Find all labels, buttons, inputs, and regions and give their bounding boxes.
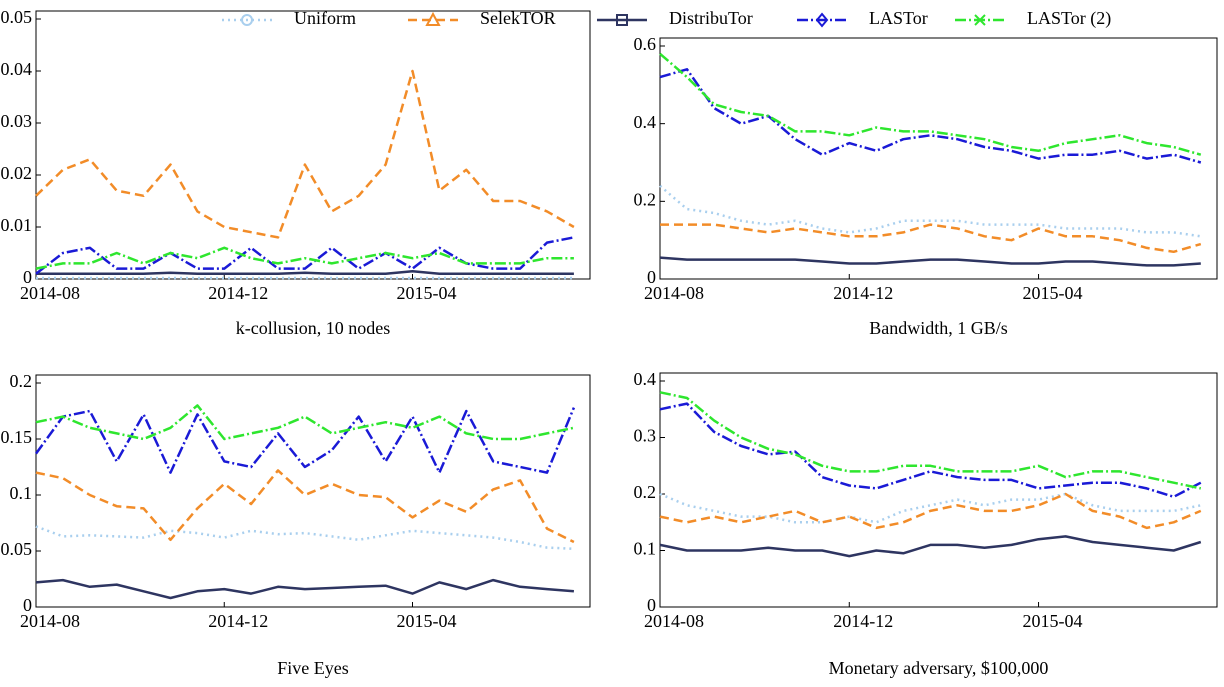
series-line (34, 407, 576, 474)
y-tick-label: 0.15 (1, 427, 33, 447)
series-line (659, 402, 1202, 499)
plot-frame (659, 372, 1218, 608)
legend-label: Uniform (294, 8, 356, 28)
legend-marker (425, 11, 441, 26)
y-tick-label: 0.2 (10, 371, 33, 391)
series-line (659, 492, 1202, 530)
legend-marker (616, 14, 628, 26)
series-line (659, 535, 1202, 558)
x-axis-label: Five Eyes (277, 658, 349, 678)
y-tick-label: 0 (23, 595, 32, 615)
y-tick-label: 0.02 (1, 163, 33, 183)
series-line (660, 223, 1202, 254)
y-tick-label: 0.2 (634, 189, 657, 209)
x-tick-label: 2014-08 (644, 611, 704, 631)
y-tick-label: 0.03 (1, 111, 33, 131)
legend-label: SelekTOR (480, 8, 556, 28)
y-tick-label: 0 (647, 267, 656, 287)
plot-frame (659, 37, 1218, 280)
y-tick-label: 0.01 (1, 215, 33, 235)
series-line (35, 236, 575, 275)
y-tick-label: 0.04 (1, 59, 33, 79)
x-tick-label: 2015-04 (397, 611, 457, 631)
x-axis-label: k-collusion, 10 nodes (236, 318, 391, 338)
series-line (35, 404, 575, 441)
legend-marker (241, 14, 253, 26)
x-tick-label: 2014-08 (20, 611, 80, 631)
legend-label: DistribuTor (669, 8, 753, 28)
series-line (35, 69, 575, 239)
x-tick-label: 2015-04 (397, 283, 457, 303)
y-tick-label: 0.3 (634, 426, 657, 446)
legend-label: LASTor (869, 8, 928, 28)
y-tick-label: 0.1 (634, 539, 657, 559)
series-line (659, 391, 1202, 490)
x-tick-label: 2015-04 (1023, 611, 1083, 631)
y-tick-label: 0.1 (10, 483, 33, 503)
y-tick-label: 0.2 (634, 482, 657, 502)
x-tick-label: 2014-12 (833, 283, 893, 303)
x-tick-label: 2014-12 (208, 283, 268, 303)
y-tick-label: 0.05 (1, 539, 33, 559)
series-line (659, 68, 1202, 164)
x-axis-label: Monetary adversary, $100,000 (829, 658, 1049, 678)
series-line (35, 469, 575, 544)
x-tick-label: 2014-12 (208, 611, 268, 631)
x-tick-label: 2014-08 (644, 283, 704, 303)
series-line (36, 269, 574, 276)
legend-marker (974, 14, 986, 26)
y-tick-label: 0.4 (634, 112, 657, 132)
x-tick-label: 2014-08 (20, 283, 80, 303)
series-line (35, 578, 575, 600)
series-line (659, 492, 1202, 524)
y-tick-label: 0 (23, 267, 32, 287)
series-line (659, 184, 1201, 238)
legend-label: LASTor (2) (1027, 8, 1111, 29)
y-tick-label: 0.4 (634, 369, 657, 389)
series-line (35, 525, 574, 551)
series-line (659, 256, 1201, 267)
plot-frame (35, 374, 591, 608)
y-tick-label: 0.6 (634, 34, 657, 54)
series-line (35, 246, 574, 270)
series-line (659, 52, 1202, 156)
x-tick-label: 2014-12 (833, 611, 893, 631)
x-axis-label: Bandwidth, 1 GB/s (869, 318, 1008, 338)
y-tick-label: 0.05 (1, 7, 33, 27)
x-tick-label: 2015-04 (1023, 283, 1083, 303)
legend-marker (815, 12, 829, 28)
y-tick-label: 0 (647, 595, 656, 615)
plot-frame (35, 10, 591, 280)
